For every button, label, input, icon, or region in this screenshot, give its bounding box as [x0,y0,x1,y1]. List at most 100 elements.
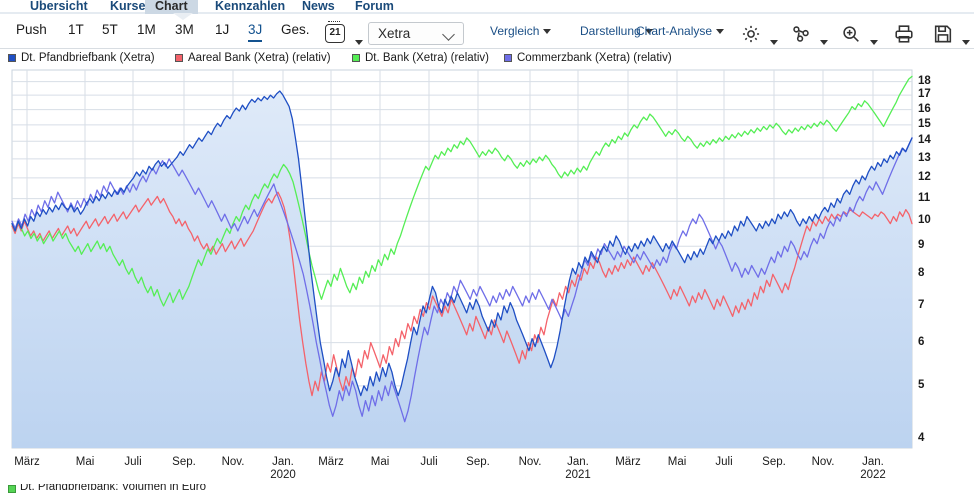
menu-vergleich[interactable]: Vergleich [490,24,552,38]
tab-forum[interactable]: Forum [355,0,394,13]
x-tick-year: 2020 [270,469,296,481]
x-tick-month: Sep. [762,456,786,468]
range-button-1m[interactable]: 1M [137,22,156,37]
calendar-icon[interactable]: 21 [325,21,345,43]
y-axis-tick-label: 17 [918,88,931,101]
chevron-down-icon [442,28,455,41]
range-button-5t[interactable]: 5T [102,22,118,37]
save-icon[interactable] [932,23,954,50]
legend-swatch-icon [352,54,360,62]
x-tick-month: Jan. [862,456,884,468]
range-button-3j[interactable]: 3J [248,22,263,42]
chart-toolbar: 21 Xetra Push 1T 5T 1M 3M 1J 3J Ges. Vergleich Da… [0,14,974,49]
legend-item-2[interactable]: Dt. Bank (Xetra) (relativ) [352,52,489,64]
x-axis-tick-label: Juli [715,456,732,469]
y-axis-tick-label: 18 [918,74,931,87]
save-dropdown-caret[interactable] [958,34,970,52]
range-button-1j[interactable]: 1J [215,22,230,37]
chevron-down-icon [543,29,552,35]
x-tick-month: Mai [75,456,95,468]
menu-chart-analyse[interactable]: Chart-Analyse [636,24,725,38]
tab-strip-underline [0,12,974,14]
print-icon[interactable] [893,23,915,50]
x-axis-tick-label: Sep. [172,456,196,469]
chart-svg [11,69,913,449]
tab--bersicht[interactable]: Übersicht [30,0,88,13]
y-axis-tick-label: 8 [918,267,925,280]
volume-legend-swatch [8,485,16,493]
legend-swatch-icon [175,54,183,62]
x-tick-month: Nov. [811,456,835,468]
chevron-down-icon [644,29,653,35]
x-axis-tick-label: März [14,456,40,469]
x-tick-year: 2021 [565,469,591,481]
x-tick-month: März [318,456,344,468]
x-axis-tick-label: Jan. 2021 [565,456,591,482]
gear-dropdown-caret[interactable] [766,34,778,52]
x-tick-month: Mai [370,456,390,468]
x-tick-month: Jan. [567,456,589,468]
legend-item-1[interactable]: Aareal Bank (Xetra) (relativ) [175,52,331,64]
series-area-fill [12,91,912,448]
x-axis-tick-label: Mai [371,456,390,469]
series-line-3 [11,137,913,423]
x-axis-tick-label: Juli [124,456,141,469]
y-axis-tick-label: 12 [918,170,931,183]
x-axis-tick-label: März [318,456,344,469]
chevron-down-icon [716,29,725,35]
tab-kennzahlen[interactable]: Kennzahlen [215,0,286,13]
exchange-select[interactable]: Xetra [368,22,464,45]
x-tick-month: Sep. [466,456,490,468]
legend-label: Dt. Bank (Xetra) (relativ) [365,52,489,64]
x-axis-tick-label: Juli [420,456,437,469]
calendar-dropdown-caret[interactable] [351,34,363,52]
series-line-1 [11,191,913,397]
volume-legend-label: Dt. Pfandbriefbank: Volumen in Euro [20,484,207,493]
menu-label: Darstellung [580,24,641,38]
x-tick-month: März [14,456,40,468]
x-axis-tick-label: Jan. 2020 [270,456,296,482]
menu-darstellung[interactable]: Darstellung [580,24,653,38]
volume-footer: Dt. Pfandbriefbank: Volumen in Euro [0,484,974,493]
x-axis-tick-label: Sep. [466,456,490,469]
y-axis-tick-label: 7 [918,298,925,311]
chart-plot-area[interactable]: 4 5 6 7 8 9 10 11 12 13 14 15 16 17 18 [0,68,974,456]
x-axis-tick-label: Mai [668,456,687,469]
chart-legend: Dt. Pfandbriefbank (Xetra) Aareal Bank (X… [0,50,974,68]
share-nodes-icon[interactable] [790,23,812,50]
tab-chart[interactable]: Chart [145,0,198,14]
tab-kurse[interactable]: Kurse [110,0,146,13]
x-axis-tick-label: Mai [76,456,95,469]
range-button-3m[interactable]: 3M [175,22,194,37]
x-axis-tick-label: Nov. [812,456,835,469]
zoom-in-icon[interactable] [840,23,862,50]
y-axis-tick-label: 10 [918,214,931,227]
x-axis-tick-label: März [615,456,641,469]
gear-icon[interactable] [740,23,762,50]
range-button-1t[interactable]: 1T [68,22,84,37]
y-axis-tick-label: 13 [918,151,931,164]
y-axis-tick-label: 6 [918,335,925,348]
legend-item-0[interactable]: Dt. Pfandbriefbank (Xetra) [8,52,155,64]
x-axis-tick-label: Nov. [519,456,542,469]
y-axis-tick-label: 4 [918,431,925,444]
zoom-in-dropdown-caret[interactable] [866,34,878,52]
y-axis-tick-label: 15 [918,117,931,130]
range-button-push[interactable]: Push [16,22,47,37]
tab-news[interactable]: News [302,0,335,13]
x-tick-month: Mai [667,456,687,468]
legend-swatch-icon [8,54,16,62]
x-tick-month: Jan. [272,456,294,468]
legend-item-3[interactable]: Commerzbank (Xetra) (relativ) [504,52,672,64]
x-axis: März Mai Juli Sep. Nov. Jan. 2020 März Mai Juli Se… [0,456,974,484]
range-button-ges-[interactable]: Ges. [281,22,310,37]
x-tick-month: Nov. [518,456,542,468]
share-nodes-dropdown-caret[interactable] [816,34,828,52]
x-axis-tick-label: Sep. [762,456,786,469]
top-tab-strip: Übersicht Kurse Chart Kennzahlen News Forum [0,0,974,14]
x-tick-month: Nov. [221,456,245,468]
exchange-select-value: Xetra [378,26,411,41]
y-axis-tick-label: 9 [918,239,925,252]
menu-label: Vergleich [490,24,540,38]
y-axis-tick-label: 11 [918,191,931,204]
